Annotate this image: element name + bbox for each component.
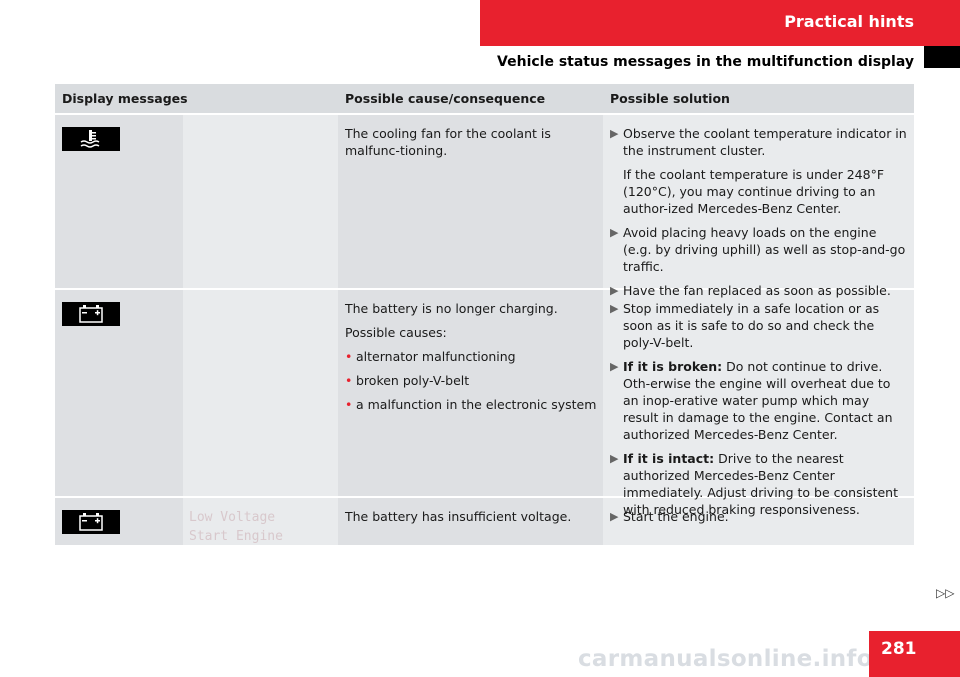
solution-step: ▶ If it is intact: Drive to the nearest …	[610, 451, 898, 517]
solution-step: ▶ If it is broken: Do not continue to dr…	[610, 359, 893, 442]
display-cell	[55, 498, 183, 545]
section-title: Practical hints	[784, 12, 914, 31]
table-header-row: Display messages Possible cause/conseque…	[55, 84, 914, 115]
cause-text: The cooling fan for the coolant is malfu…	[345, 126, 551, 158]
solution-step: ▶ Have the fan replaced as soon as possi…	[610, 283, 891, 298]
column-header-display: Display messages	[62, 91, 188, 106]
cause-bullet: • broken poly-V-belt	[345, 373, 470, 388]
table-row: Low Voltage Start Engine The battery has…	[55, 498, 914, 547]
step-arrow-icon: ▶	[610, 226, 619, 239]
bullet-dot-icon: •	[345, 397, 353, 412]
solution-cell: ▶ Start the engine.	[603, 498, 914, 545]
step-arrow-icon: ▶	[610, 284, 619, 297]
status-messages-table: Display messages Possible cause/conseque…	[55, 84, 914, 547]
display-message-line: Start Engine	[189, 529, 283, 544]
solution-cell: ▶ Observe the coolant temperature indica…	[603, 115, 914, 298]
table-row: The cooling fan for the coolant is malfu…	[55, 115, 914, 298]
message-cell	[183, 290, 338, 496]
message-cell	[183, 115, 338, 288]
page-number-box: 281	[869, 631, 960, 677]
solution-step: ▶ Stop immediately in a safe location or…	[610, 301, 880, 350]
coolant-temperature-icon	[62, 127, 120, 151]
table-row: The battery is no longer charging. Possi…	[55, 290, 914, 517]
header-bar	[480, 0, 960, 46]
cause-bullet: • a malfunction in the electronic system	[345, 397, 597, 412]
step-arrow-icon: ▶	[610, 452, 619, 465]
page-number: 281	[881, 639, 917, 659]
bullet-dot-icon: •	[345, 349, 353, 364]
solution-cell: ▶ Stop immediately in a safe location or…	[603, 290, 914, 517]
cause-cell: The battery has insufficient voltage.	[338, 498, 603, 545]
cause-cell: The cooling fan for the coolant is malfu…	[338, 115, 603, 288]
display-cell	[55, 115, 183, 288]
display-message-line: Low Voltage	[189, 510, 276, 525]
watermark: carmanualsonline.info	[578, 646, 873, 672]
solution-step: ▶ Start the engine.	[610, 509, 729, 524]
continue-marker: ▷▷	[936, 586, 955, 600]
step-arrow-icon: ▶	[610, 302, 619, 315]
cause-bullet: • alternator malfunctioning	[345, 349, 516, 364]
battery-icon	[62, 510, 120, 534]
battery-icon	[62, 302, 120, 326]
solution-step: ▶ Avoid placing heavy loads on the engin…	[610, 225, 906, 274]
bullet-dot-icon: •	[345, 373, 353, 388]
column-header-solution: Possible solution	[610, 91, 730, 106]
cause-cell: The battery is no longer charging. Possi…	[338, 290, 603, 496]
step-arrow-icon: ▶	[610, 127, 619, 140]
message-cell: Low Voltage Start Engine	[183, 498, 338, 545]
header-tab	[924, 46, 960, 68]
page-subtitle: Vehicle status messages in the multifunc…	[497, 54, 914, 70]
step-arrow-icon: ▶	[610, 510, 619, 523]
display-cell	[55, 290, 183, 496]
step-arrow-icon: ▶	[610, 360, 619, 373]
solution-step: ▶ Observe the coolant temperature indica…	[610, 126, 907, 216]
column-header-cause: Possible cause/consequence	[345, 91, 546, 106]
